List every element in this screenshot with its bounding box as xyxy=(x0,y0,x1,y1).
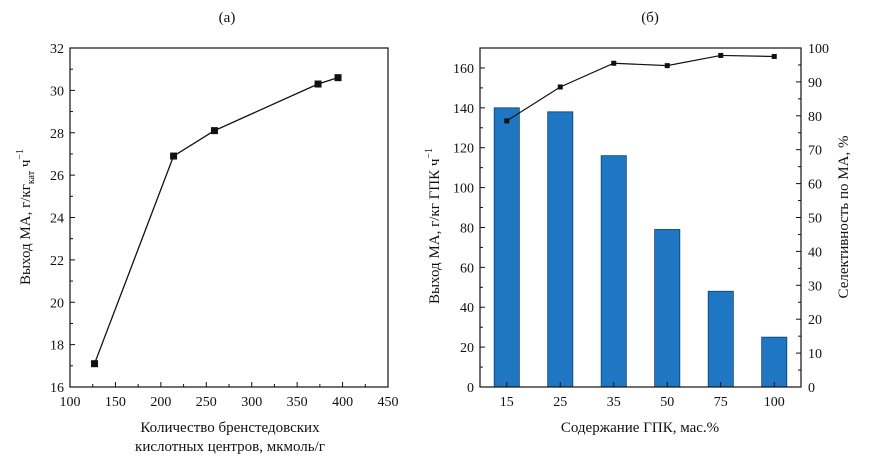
chart-b-selectivity-line xyxy=(504,52,777,124)
chart-b-x-tick-label: 75 xyxy=(714,395,728,410)
chart-b-bar xyxy=(493,107,520,388)
chart-b-y-left-tick-label: 160 xyxy=(453,62,474,77)
chart-b-y-label-left-main: Выход МА, г/кг ГПК ч xyxy=(427,158,443,304)
chart-b-x-tick-label: 50 xyxy=(660,395,674,410)
chart-b-y-right-tick-label: 20 xyxy=(808,313,822,328)
chart-b-bar xyxy=(547,111,574,388)
chart-b-panel-label: (б) xyxy=(641,10,659,26)
chart-b-y-left-tick-label: 0 xyxy=(467,381,474,396)
chart-a-x-label-line2: кислотных центров, мкмоль/г xyxy=(135,439,325,455)
chart-a-point xyxy=(91,360,99,368)
chart-b-plot-frame xyxy=(479,47,802,388)
chart-a-y-label: Выход МА, г/кгкат ч−1 xyxy=(15,149,37,285)
chart-b-selectivity-point xyxy=(771,53,777,59)
chart-a-x-tick-label: 400 xyxy=(332,395,353,410)
chart-a-x-tick-label: 250 xyxy=(196,395,217,410)
chart-b-y-left-tick-label: 140 xyxy=(453,102,474,117)
chart-b-y-right-tick-label: 30 xyxy=(808,279,822,294)
chart-b-y-right-tick-label: 70 xyxy=(808,144,822,159)
chart-b-y-right-tick-label: 50 xyxy=(808,212,822,227)
chart-a-point xyxy=(314,80,322,88)
chart-a-x-tick-label: 450 xyxy=(378,395,399,410)
chart-b-bar xyxy=(707,290,734,388)
chart-b-selectivity-point xyxy=(611,60,617,66)
chart-a-y-tick-label: 20 xyxy=(50,296,64,311)
chart-b-selectivity-point xyxy=(504,118,510,124)
chart-a-panel-label: (а) xyxy=(219,10,236,26)
chart-a-x-tick-label: 150 xyxy=(105,395,126,410)
chart-a-x-tick-label: 100 xyxy=(60,395,81,410)
chart-b-y-right-tick-label: 10 xyxy=(808,347,822,362)
chart-b-selectivity-point xyxy=(664,63,670,69)
chart-a-point xyxy=(210,127,218,135)
chart-b-y-right-tick-label: 60 xyxy=(808,178,822,193)
chart-b-y-left-tick-label: 20 xyxy=(460,341,474,356)
chart-a-y-tick-label: 18 xyxy=(50,339,64,354)
chart-b-y-left-tick-label: 80 xyxy=(460,221,474,236)
chart-a-point xyxy=(334,74,342,82)
chart-b-bars xyxy=(493,107,788,388)
chart-a-y-tick-label: 22 xyxy=(50,254,64,269)
chart-b-y-axis-right: 0 10 20 30 40 50 60 70 80 90 100 xyxy=(796,42,829,396)
chart-b-x-tick-label: 100 xyxy=(764,395,785,410)
chart-a-y-label-main: Выход МА, г/кг xyxy=(18,184,34,285)
chart-a-y-tick-label: 28 xyxy=(50,127,64,142)
chart-b-selectivity-point xyxy=(718,52,724,58)
chart-a-y-tick-label: 26 xyxy=(50,169,64,184)
chart-b-x-tick-label: 15 xyxy=(500,395,514,410)
chart-b-y-label-left-sup: −1 xyxy=(424,148,435,159)
chart-b-selectivity-point xyxy=(557,84,563,90)
chart-a-y-axis: 16 18 20 22 24 26 28 30 32 xyxy=(50,42,75,396)
chart-b-y-right-tick-label: 40 xyxy=(808,245,822,260)
chart-b-y-axis-left: 0 20 40 60 80 100 120 140 160 xyxy=(453,62,485,396)
chart-a-y-tick-label: 30 xyxy=(50,84,64,99)
chart-b-x-label: Содержание ГПК, мас.% xyxy=(561,420,719,436)
chart-a-y-tick-label: 16 xyxy=(50,381,64,396)
chart-b-bar xyxy=(600,155,627,388)
chart-a-x-label-line1: Количество бренстедовских xyxy=(140,420,320,436)
chart-b-y-left-tick-label: 60 xyxy=(460,261,474,276)
chart-a-point xyxy=(170,152,178,160)
chart-b: (б) 15 25 35 50 75 100 020406080100120140160 … xyxy=(424,10,852,436)
chart-b-y-left-tick-label: 100 xyxy=(453,182,474,197)
chart-b-y-right-tick-label: 90 xyxy=(808,76,822,91)
chart-b-selectivity-polyline xyxy=(506,54,775,122)
chart-b-y-label-left: Выход МА, г/кг ГПК ч−1 xyxy=(424,148,443,304)
chart-b-x-tick-label: 35 xyxy=(607,395,621,410)
chart-a-x-tick-label: 300 xyxy=(241,395,262,410)
chart-b-x-tick-label: 25 xyxy=(553,395,567,410)
chart-b-y-label-right: Селективность по МА, % xyxy=(836,136,852,299)
chart-a-x-tick-label: 200 xyxy=(150,395,171,410)
chart-a: (а) 100 150 200 250 300 350 400 450 16 18 20 22 24 2… xyxy=(15,10,399,455)
chart-b-bar xyxy=(761,336,788,388)
chart-b-x-axis: 15 25 35 50 75 100 xyxy=(500,382,785,410)
chart-a-x-tick-label: 350 xyxy=(287,395,308,410)
chart-b-y-left-tick-label: 40 xyxy=(460,301,474,316)
chart-a-x-axis: 100 150 200 250 300 350 400 450 xyxy=(60,382,399,410)
chart-b-y-right-tick-label: 80 xyxy=(808,110,822,125)
chart-b-y-left-tick-label: 120 xyxy=(453,142,474,157)
chart-a-y-label-sub: кат xyxy=(26,170,37,184)
chart-b-bar xyxy=(654,229,681,388)
chart-a-plot-frame xyxy=(69,47,389,388)
chart-a-y-label-sup: −1 xyxy=(15,149,26,160)
chart-b-y-right-tick-label: 100 xyxy=(808,42,829,57)
chart-a-y-label-tail: ч xyxy=(18,159,34,171)
chart-a-series-line xyxy=(93,77,339,364)
chart-a-series xyxy=(91,74,342,368)
chart-a-y-tick-label: 24 xyxy=(50,212,64,227)
chart-a-y-tick-label: 32 xyxy=(50,42,64,57)
chart-b-y-right-tick-label: 0 xyxy=(808,381,815,396)
